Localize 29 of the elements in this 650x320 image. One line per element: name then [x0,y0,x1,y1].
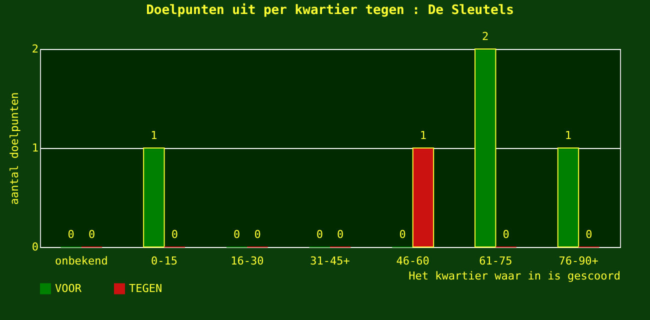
x-tick-label: 76-90+ [558,254,599,268]
data-label: 1 [150,129,158,142]
data-label: 0 [316,228,323,241]
data-label: 0 [171,228,178,241]
x-axis-title: Het kwartier waar in is gescoord [408,270,620,282]
y-tick-label: 0 [32,240,38,254]
legend-label: VOOR [55,282,82,295]
data-label: 1 [564,129,572,142]
data-label: 1 [420,129,427,142]
chart-title: Doelpunten uit per kwartier tegen : De Sleutels [146,3,514,18]
y-tick-label: 1 [32,142,38,154]
data-label: 0 [337,228,344,241]
data-label: 0 [88,228,96,241]
data-label: 0 [233,228,240,241]
legend-label: TEGEN [129,282,162,295]
data-label: 0 [502,228,510,241]
data-label: 2 [482,30,489,43]
data-label: 0 [399,228,406,241]
data-label: 0 [68,228,74,241]
x-tick-label: 0-15 [151,254,178,268]
data-label: 0 [586,228,592,241]
x-tick-label: 31-45+ [310,254,350,268]
y-tick-label: 2 [32,42,38,56]
x-tick-label: onbekend [54,254,108,268]
x-tick-label: 61-75 [479,254,512,268]
x-tick-label: 46-60 [396,254,430,268]
y-axis-title: aantal doelpunten [8,92,21,205]
data-label: 0 [254,228,261,241]
x-tick-label: 16-30 [230,254,264,268]
